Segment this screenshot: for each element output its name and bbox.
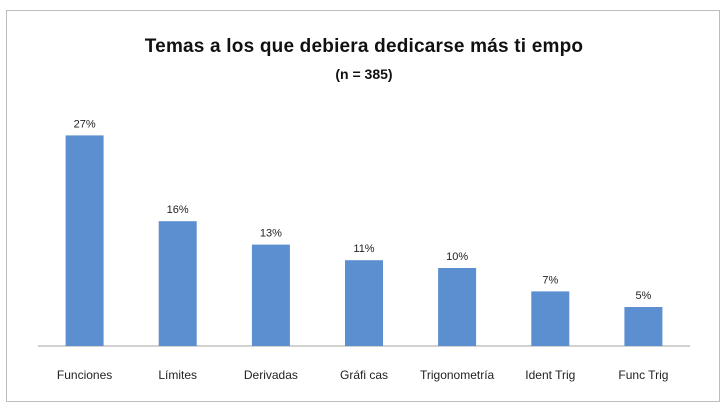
chart-title: Temas a los que debiera dedicarse más ti… — [144, 36, 584, 57]
x-tick-label-4: Gráfi cas — [340, 368, 388, 382]
data-label-2: 16% — [167, 204, 189, 216]
x-tick-label-5: Trigonometría — [420, 368, 495, 382]
bar-1 — [65, 135, 104, 346]
bar-6 — [531, 291, 570, 346]
data-label-6: 7% — [542, 274, 558, 286]
x-tick-label-3: Derivadas — [244, 368, 298, 382]
data-label-3: 13% — [260, 228, 282, 240]
data-label-4: 11% — [353, 243, 374, 255]
data-label-5: 10% — [446, 251, 468, 263]
data-label-1: 27% — [74, 118, 96, 130]
bar-4 — [345, 260, 383, 346]
bar-3 — [251, 244, 290, 346]
x-tick-label-7: Func Trig — [618, 368, 668, 382]
x-tick-label-6: Ident Trig — [525, 368, 575, 382]
bar-7 — [624, 307, 663, 346]
bar-5 — [438, 268, 477, 346]
x-tick-label-2: Límites — [158, 368, 197, 382]
bar-2 — [158, 221, 197, 346]
data-label-7: 5% — [635, 290, 651, 302]
chart-subtitle: (n = 385) — [335, 66, 393, 82]
x-tick-label-1: Funciones — [57, 368, 112, 382]
